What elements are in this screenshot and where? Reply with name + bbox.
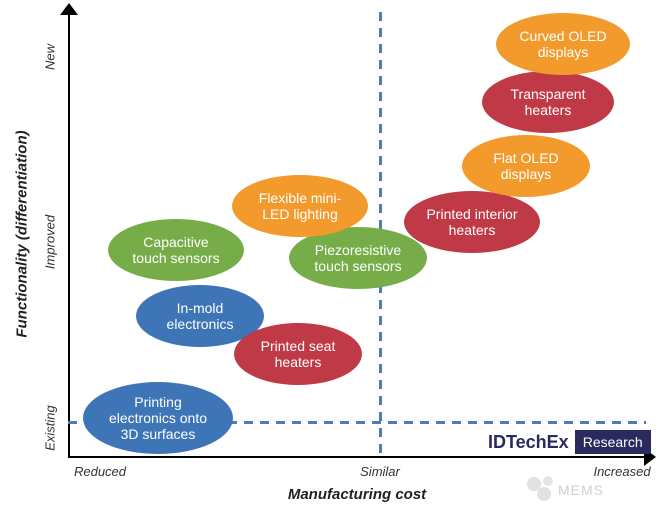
logo-text-research: Research (575, 430, 651, 454)
bubble-label: Transparentheaters (511, 86, 586, 118)
bubble-label: In-moldelectronics (167, 300, 234, 332)
bubble-label: Printed interiorheaters (426, 206, 517, 238)
bubble-flat-oled: Flat OLEDdisplays (462, 135, 590, 197)
bubble-printed-seat-heaters: Printed seatheaters (234, 323, 362, 385)
watermark-mems: MEMS (558, 482, 604, 498)
bubble-curved-oled: Curved OLEDdisplays (496, 13, 630, 75)
y-tick-new: New (43, 44, 58, 70)
x-tick-reduced: Reduced (74, 464, 126, 479)
y-tick-improved: Improved (43, 215, 58, 269)
bubble-label: Flexible mini-LED lighting (259, 190, 341, 222)
bubble-label: Piezoresistivetouch sensors (314, 242, 401, 274)
idtechex-logo: IDTechEx Research (488, 430, 651, 454)
bubble-printed-interior-heaters: Printed interiorheaters (404, 191, 540, 253)
bubble-capacitive-touch: Capacitivetouch sensors (108, 219, 244, 281)
logo-text-idtechex: IDTechEx (488, 432, 569, 453)
x-axis-title: Manufacturing cost (288, 486, 426, 503)
x-tick-similar: Similar (360, 464, 400, 479)
y-axis-arrow (60, 3, 78, 15)
bubble-label: Curved OLEDdisplays (519, 28, 606, 60)
y-axis-line (68, 12, 70, 456)
bubble-label: Capacitivetouch sensors (132, 234, 219, 266)
bubble-label: Flat OLEDdisplays (493, 150, 558, 182)
bubble-label: Printed seatheaters (261, 338, 336, 370)
bubble-label: Printingelectronics onto3D surfaces (109, 394, 207, 442)
x-axis-line (68, 456, 646, 458)
watermark-dots-icon (526, 476, 560, 504)
bubble-transparent-heaters: Transparentheaters (482, 71, 614, 133)
x-tick-increased: Increased (593, 464, 650, 479)
bubble-printing-3d-surfaces: Printingelectronics onto3D surfaces (83, 382, 233, 454)
y-axis-title: Functionality (differentiation) (14, 130, 31, 337)
bubble-flexible-mini-led: Flexible mini-LED lighting (232, 175, 368, 237)
y-tick-existing: Existing (43, 405, 58, 451)
